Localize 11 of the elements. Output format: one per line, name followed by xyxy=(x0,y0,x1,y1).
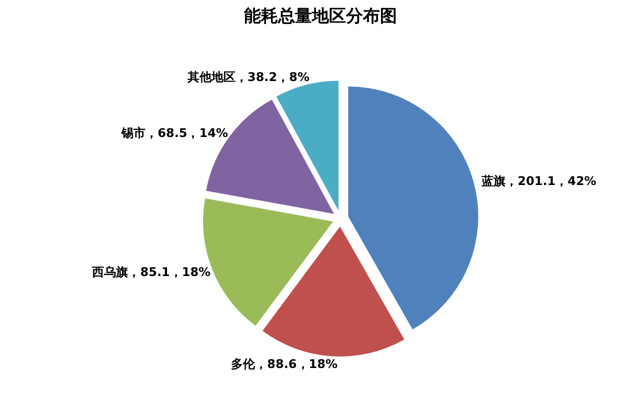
slice-label: 蓝旗 xyxy=(480,174,506,188)
data-label: ，38.2，8% xyxy=(235,70,310,84)
data-label: ，68.5，14% xyxy=(146,126,228,140)
slice-label: 其他地区 xyxy=(186,70,236,84)
data-label: ，201.1，42% xyxy=(506,174,596,188)
slice-label: 锡市 xyxy=(120,126,146,140)
data-label: ，88.6，18% xyxy=(255,357,338,372)
slice-label: 西乌旗 xyxy=(91,265,128,280)
slice-label: 多伦 xyxy=(231,357,256,372)
chart-title: 能耗总量地区分布图 xyxy=(244,6,397,26)
data-label: ，85.1，18% xyxy=(128,265,211,280)
